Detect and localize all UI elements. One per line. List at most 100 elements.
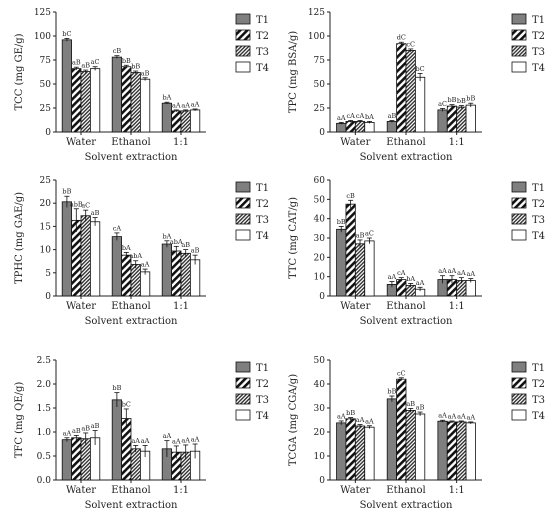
bar-t1 xyxy=(437,420,448,481)
significance-label: aB xyxy=(388,112,397,120)
legend-swatch-t1 xyxy=(511,181,527,193)
y-axis-title: TPC (mg BSA/g) xyxy=(288,31,299,113)
significance-label: aB xyxy=(81,424,90,432)
x-axis-title: Solvent extraction xyxy=(85,316,178,327)
significance-label: bC xyxy=(416,65,425,73)
significance-label: cB xyxy=(113,47,122,55)
y-tick-label: 0 xyxy=(319,476,325,486)
legend: T1 T2 T3 T4 xyxy=(235,361,269,422)
y-tick-label: 2.0 xyxy=(37,380,52,390)
x-axis-title: Solvent extraction xyxy=(85,500,178,511)
significance-label: cA xyxy=(356,112,365,120)
significance-label: bA xyxy=(406,275,415,283)
significance-label: bC xyxy=(122,400,131,408)
significance-label: bB xyxy=(62,188,71,196)
legend-label: T1 xyxy=(256,363,269,374)
significance-label: bA xyxy=(122,244,131,252)
significance-label: cC xyxy=(397,369,406,377)
x-tick-label: 1:1 xyxy=(449,485,465,496)
legend-swatch-t3 xyxy=(235,213,251,225)
significance-label: abB xyxy=(70,200,83,208)
chart-panel-4: 0 10 20 30 40 50 60 TTC (mg CAT/g) Water bB cB aB aC… xyxy=(288,176,545,327)
bar-t4 xyxy=(364,240,375,297)
x-tick-label: Water xyxy=(340,485,370,496)
y-tick-label: 40 xyxy=(314,215,326,225)
significance-label: aC xyxy=(91,58,100,66)
y-tick-label: 2.5 xyxy=(37,356,52,366)
y-tick-label: 1.5 xyxy=(37,404,52,414)
x-tick-label: Ethanol xyxy=(111,137,150,148)
x-axis-title: Solvent extraction xyxy=(85,152,178,163)
bar-t2 xyxy=(396,43,407,133)
legend-swatch-t3 xyxy=(511,393,527,405)
legend-label: T4 xyxy=(532,63,545,74)
y-tick-label: 25 xyxy=(40,104,52,114)
significance-label: cA xyxy=(113,224,122,232)
y-axis-title: TCGA (mg CGA/g) xyxy=(288,374,299,466)
legend-label: T3 xyxy=(532,47,545,58)
y-tick-label: 0.5 xyxy=(37,452,52,462)
bar-t4 xyxy=(364,122,375,133)
legend: T1 T2 T3 T4 xyxy=(511,181,545,242)
legend-swatch-t2 xyxy=(235,377,251,389)
y-tick-label: 10 xyxy=(314,452,326,462)
x-tick-label: Ethanol xyxy=(111,485,150,496)
y-tick-label: 0 xyxy=(45,128,51,138)
y-tick-label: 20 xyxy=(314,253,326,263)
significance-label: aB xyxy=(356,231,365,239)
legend-swatch-t1 xyxy=(511,361,527,373)
significance-label: bA xyxy=(162,94,171,102)
bar-t4 xyxy=(90,221,101,297)
x-tick-label: 1:1 xyxy=(173,485,189,496)
legend-swatch-t3 xyxy=(511,213,527,225)
bar-t3 xyxy=(130,72,141,133)
bar-t3 xyxy=(354,243,366,297)
y-tick-label: 0 xyxy=(45,292,51,302)
bar-t1 xyxy=(61,201,73,297)
legend-label: T1 xyxy=(256,183,269,194)
legend-swatch-t3 xyxy=(235,45,251,57)
legend-label: T2 xyxy=(532,31,545,42)
significance-label: cC xyxy=(406,40,415,48)
significance-label: aB xyxy=(141,69,150,77)
legend-label: T4 xyxy=(256,411,269,422)
bar-t4 xyxy=(139,78,151,133)
y-tick-label: 100 xyxy=(34,32,51,42)
significance-label: aB xyxy=(191,247,200,255)
y-tick-label: 30 xyxy=(314,234,326,244)
legend-label: T2 xyxy=(256,31,269,42)
significance-label: aC xyxy=(81,202,90,210)
x-axis-title: Solvent extraction xyxy=(360,500,453,511)
bar-t4 xyxy=(139,271,151,297)
y-tick-label: 1.0 xyxy=(37,428,52,438)
legend-swatch-t4 xyxy=(235,409,251,421)
legend-swatch-t4 xyxy=(511,61,527,73)
y-tick-label: 50 xyxy=(314,195,326,205)
x-tick-label: Ethanol xyxy=(111,301,150,312)
y-tick-label: 0 xyxy=(319,128,325,138)
bar-t4 xyxy=(465,280,476,297)
bar-t4 xyxy=(465,422,476,481)
significance-label: abA xyxy=(129,252,142,260)
x-tick-label: Ethanol xyxy=(386,137,425,148)
significance-label: bA xyxy=(365,113,374,121)
bar-t3 xyxy=(80,438,91,481)
legend-swatch-t1 xyxy=(511,13,527,25)
legend: T1 T2 T3 T4 xyxy=(511,13,545,74)
bar-t1 xyxy=(336,422,347,481)
y-tick-label: 50 xyxy=(314,80,326,90)
significance-label: aA xyxy=(181,101,190,109)
significance-label: abA xyxy=(170,238,183,246)
bar-t4 xyxy=(90,68,101,133)
bar-t1 xyxy=(386,398,398,481)
legend-label: T1 xyxy=(256,15,269,26)
bar-t3 xyxy=(180,252,191,297)
y-axis-title: TFC (mg QE/g) xyxy=(14,382,25,459)
significance-label: aA xyxy=(388,273,397,281)
significance-label: aA xyxy=(191,100,200,108)
legend-swatch-t2 xyxy=(235,197,251,209)
bar-t2 xyxy=(345,121,356,133)
y-tick-label: 20 xyxy=(40,199,52,209)
y-tick-label: 125 xyxy=(308,8,325,18)
